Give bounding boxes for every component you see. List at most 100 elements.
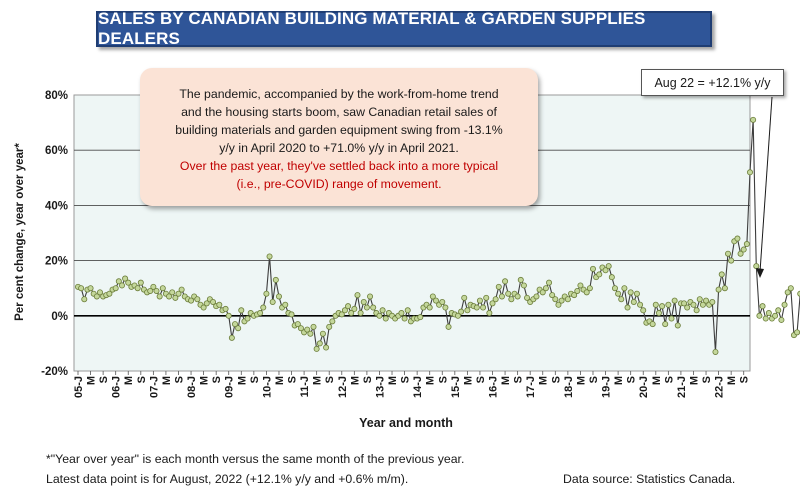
data-point <box>762 315 769 322</box>
x-tick-label: S <box>136 376 148 383</box>
x-tick-label: M <box>425 376 437 385</box>
data-point <box>115 278 122 285</box>
data-point <box>235 325 242 332</box>
x-tick-label: M <box>123 376 135 385</box>
x-tick-label: 20-J <box>638 376 650 398</box>
x-tick-label: M <box>199 376 211 385</box>
y-tick-label: 20% <box>45 256 68 268</box>
data-point <box>520 282 527 289</box>
data-point <box>621 285 628 292</box>
data-point <box>756 312 763 319</box>
data-point <box>118 282 125 289</box>
x-tick-label: 18-J <box>563 376 575 398</box>
x-tick-label: 08-J <box>186 376 198 398</box>
x-tick-label: S <box>513 376 525 383</box>
data-point <box>150 283 157 290</box>
data-point <box>329 318 336 325</box>
data-point <box>753 263 760 270</box>
data-point <box>483 294 490 301</box>
annotation-callout: The pandemic, accompanied by the work-fr… <box>140 68 538 206</box>
x-tick-label: M <box>462 376 474 385</box>
data-point <box>492 296 499 303</box>
data-point <box>618 296 625 303</box>
data-point <box>87 285 94 292</box>
x-tick-label: M <box>651 376 663 385</box>
data-point <box>627 289 634 296</box>
data-point <box>354 292 361 299</box>
data-point <box>649 321 656 328</box>
data-point <box>316 340 323 347</box>
data-point <box>379 307 386 314</box>
data-point <box>577 282 584 289</box>
data-point <box>637 301 644 308</box>
data-point <box>112 285 119 292</box>
data-point <box>564 296 571 303</box>
x-tick-label: M <box>688 376 700 385</box>
x-tick-label: 12-J <box>337 376 349 398</box>
data-point <box>360 298 367 305</box>
x-tick-label: 10-J <box>261 376 273 398</box>
data-point <box>228 334 235 341</box>
data-point <box>750 116 757 123</box>
data-point <box>794 329 800 336</box>
data-point <box>363 304 370 311</box>
x-tick-label: 13-J <box>374 376 386 398</box>
data-point <box>718 271 725 278</box>
data-point <box>442 304 449 311</box>
data-point <box>797 290 800 297</box>
data-point <box>747 169 754 176</box>
x-tick-label: 21-J <box>676 376 688 398</box>
data-point <box>596 271 603 278</box>
data-point <box>307 330 314 337</box>
data-point <box>429 293 436 300</box>
data-point <box>93 293 100 300</box>
data-point <box>222 305 229 312</box>
data-point <box>684 304 691 311</box>
data-point <box>194 296 201 303</box>
data-point <box>263 290 270 297</box>
x-tick-label: 07-J <box>148 376 160 398</box>
data-point <box>269 298 276 305</box>
data-point <box>225 312 232 319</box>
data-point <box>505 290 512 297</box>
data-point <box>555 301 562 308</box>
data-point <box>665 301 672 308</box>
data-point <box>655 310 662 317</box>
data-point <box>671 297 678 304</box>
x-tick-label: M <box>538 376 550 385</box>
data-point <box>712 348 719 355</box>
data-point <box>78 285 85 292</box>
data-point <box>326 323 333 330</box>
x-tick-label: 05-J <box>73 376 85 398</box>
data-point <box>244 315 251 322</box>
data-point <box>106 290 113 297</box>
x-tick-label: S <box>550 376 562 383</box>
data-point <box>232 321 239 328</box>
data-point <box>615 290 622 297</box>
callout-line: and the housing starts boom, saw Canadia… <box>181 105 497 119</box>
data-point <box>624 304 631 311</box>
x-tick-label: S <box>98 376 110 383</box>
data-point <box>272 276 279 283</box>
data-point <box>169 289 176 296</box>
data-point <box>524 294 531 301</box>
data-point <box>417 314 424 321</box>
data-point <box>426 304 433 311</box>
data-point <box>571 292 578 299</box>
data-point <box>210 298 217 305</box>
y-tick-label: 80% <box>45 90 68 102</box>
data-point <box>602 267 609 274</box>
data-point <box>275 293 282 300</box>
data-point <box>508 296 515 303</box>
y-tick-label: 40% <box>45 200 68 212</box>
x-tick-label: M <box>161 376 173 385</box>
data-point <box>338 311 345 318</box>
data-point <box>96 289 103 296</box>
data-point <box>294 321 301 328</box>
data-point <box>495 283 502 290</box>
data-point <box>539 289 546 296</box>
data-point <box>743 241 750 248</box>
data-point <box>200 304 207 311</box>
x-tick-label: M <box>236 376 248 385</box>
x-tick-label: S <box>362 376 374 383</box>
